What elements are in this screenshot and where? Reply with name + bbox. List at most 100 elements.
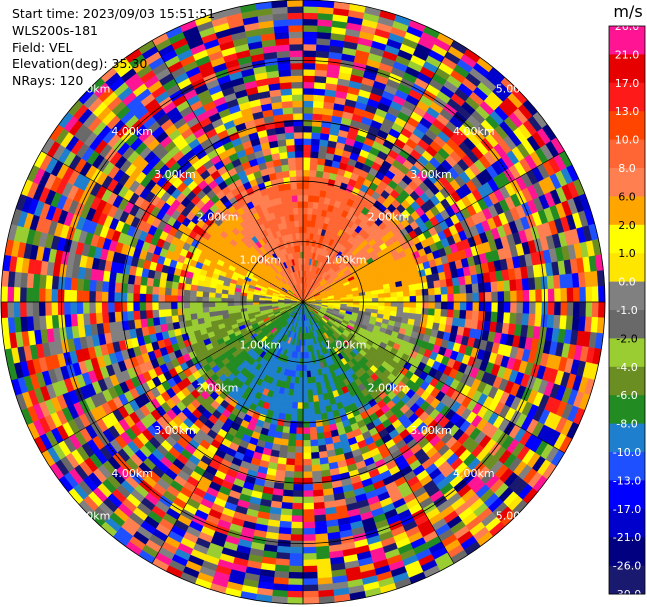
gate-cell [314,413,322,422]
gate-cell [515,312,524,326]
gate-cell [76,289,84,303]
gate-cell [390,306,398,313]
gate-cell [239,298,247,303]
gate-cell [82,290,90,303]
gate-cell [70,277,78,291]
gate-cell [310,157,319,165]
gate-cell [189,295,197,303]
gate-cell [409,307,417,315]
gate-cell [280,508,293,516]
gate-cell [302,100,314,108]
gate-cell [427,314,435,323]
ray-22 [302,178,586,303]
gate-cell [359,298,367,303]
gate-cell [377,293,385,299]
gate-cell [302,12,319,20]
gate-cell [522,301,530,315]
gate-cell [202,306,210,313]
gate-cell [302,188,310,196]
gate-cell [183,301,191,309]
gate-cell [114,291,121,303]
gate-cell [195,301,203,308]
gate-cell [521,278,530,291]
gate-cell [591,286,599,303]
gate-cell [308,194,315,203]
gate-cell [484,311,492,322]
gate-cell [108,281,116,293]
ray-29 [302,285,606,303]
gate-cell [428,301,436,310]
gate-cell [313,100,325,109]
gate-cell [313,94,325,102]
gate-cell [415,295,423,303]
gate-cell [195,296,203,303]
gate-cell [302,540,317,548]
gate-cell [459,293,467,303]
gate-cell [316,432,325,440]
gate-cell [316,164,325,172]
gate-cell [158,279,167,288]
ray-14 [302,77,517,303]
gate-cell [585,301,593,318]
gate-cell [302,597,320,605]
gate-cell [427,308,436,317]
gate-cell [302,465,313,473]
gate-cell [302,433,311,441]
gate-cell [202,296,209,303]
gate-cell [310,144,320,153]
gate-cell [314,75,327,84]
ray-26 [302,238,602,303]
gate-cell [497,301,505,313]
gate-cell [239,301,247,306]
gate-cell [395,286,404,293]
gate-cell [371,293,379,299]
gate-cell [70,289,78,303]
gate-cell [286,445,296,454]
gate-cell [441,301,448,310]
ray-5 [302,10,397,303]
gate-cell [302,0,320,7]
gate-cell [126,292,134,303]
ray-6 [302,14,412,303]
gate-cell [281,432,290,440]
gate-cell [434,301,442,310]
gate-cell [76,301,84,315]
gate-cell [302,440,311,447]
gate-cell [579,286,587,303]
gate-cell [214,306,222,312]
gate-cell [158,316,167,325]
gate-cell [308,414,316,422]
gate-cell [534,276,542,291]
gate-cell [302,238,307,246]
gate-cell [308,401,315,410]
gate-cell [288,559,304,567]
gate-cell [314,63,329,71]
gate-cell [471,283,480,294]
gate-cell [13,301,21,318]
gate-cell [287,578,304,586]
gate-cell [313,401,320,409]
gate-cell [296,414,304,422]
gate-cell [516,290,524,303]
gate-cell [439,279,448,288]
gate-cell [302,584,319,592]
gate-cell [510,301,518,314]
gate-cell [302,69,316,77]
gate-cell [453,293,461,303]
gate-cell [302,194,309,202]
gate-cell [95,290,103,303]
gate-cell [307,207,314,215]
gate-cell [491,301,499,313]
gate-cell [553,314,561,330]
gate-cell [293,471,304,479]
gate-cell [312,489,324,497]
gate-cell [302,370,308,378]
gate-cell [459,310,467,320]
gate-cell [38,301,46,317]
gate-cell [57,301,65,316]
gate-cell [313,407,321,415]
gate-cell [534,313,542,328]
gate-cell [195,290,204,297]
gate-cell [302,471,313,479]
gate-cell [133,310,141,320]
